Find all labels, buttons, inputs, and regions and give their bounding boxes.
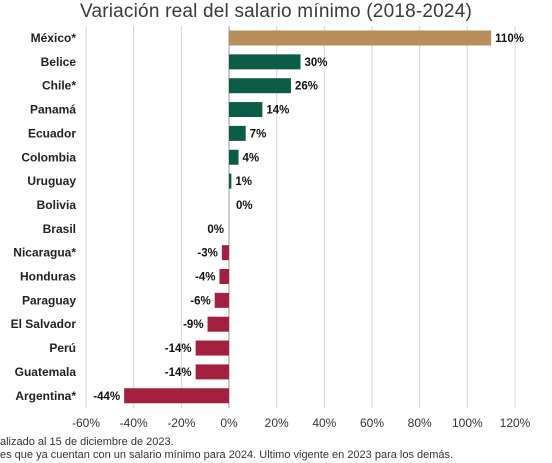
x-tick-label: -20% (167, 416, 195, 430)
bar (124, 388, 229, 404)
bar (229, 173, 232, 189)
category-label: Colombia (21, 150, 76, 164)
category-label: El Salvador (11, 317, 77, 331)
value-label: -9% (183, 319, 203, 331)
value-label: -44% (93, 391, 120, 403)
value-label: -14% (165, 343, 192, 355)
value-label: -14% (165, 367, 192, 379)
x-tick-label: -60% (72, 416, 100, 430)
x-axis: -60% -40% -20% 0% 20% 40% 60% 80% 100% 120% (72, 416, 531, 430)
category-label: Paraguay (22, 293, 76, 307)
value-label: -4% (195, 272, 215, 284)
chart-title: Variación real del salario mínimo (2018-… (79, 1, 472, 22)
bar (229, 78, 291, 94)
bar (229, 149, 239, 165)
bar (214, 292, 229, 308)
label-layer: México* 110% Belice 30% Chile* 26% Panamá 14% Ec… (11, 31, 524, 403)
x-tick-label: 0% (220, 416, 238, 430)
x-tick-label: 80% (408, 416, 432, 430)
category-label: Panamá (30, 103, 76, 117)
category-label: Nicaragua* (13, 246, 76, 260)
category-label: Chile* (42, 79, 76, 93)
value-label: 0% (207, 224, 224, 236)
bar-layer (124, 30, 492, 404)
x-tick-label: -40% (120, 416, 148, 430)
category-label: Brasil (43, 222, 76, 236)
x-tick-label: 100% (452, 416, 483, 430)
category-label: Perú (49, 341, 76, 355)
bar (221, 245, 229, 261)
footnote-date: alizado al 15 de diciembre de 2023. (0, 436, 174, 448)
x-tick-label: 20% (265, 416, 289, 430)
category-label: Argentina* (15, 389, 76, 403)
category-label: Uruguay (27, 174, 76, 188)
value-label: 4% (243, 152, 260, 164)
value-label: 14% (266, 105, 289, 117)
value-label: 30% (305, 57, 328, 69)
category-label: México* (31, 31, 77, 45)
category-label: Guatemala (15, 365, 77, 379)
value-label: 110% (495, 33, 524, 45)
category-label: Bolivia (37, 198, 77, 212)
x-tick-label: 40% (312, 416, 336, 430)
value-label: -3% (197, 248, 217, 260)
category-label: Ecuador (28, 126, 76, 140)
bar (229, 102, 263, 118)
x-tick-label: 60% (360, 416, 384, 430)
value-label: 1% (235, 176, 252, 188)
bar (229, 54, 301, 70)
bar (229, 125, 246, 141)
bar (219, 269, 229, 284)
x-tick-label: 120% (500, 416, 531, 430)
bar (207, 316, 229, 332)
category-label: Honduras (20, 270, 76, 284)
value-label: 0% (236, 200, 253, 212)
value-label: 7% (250, 128, 267, 140)
category-label: Belice (41, 55, 77, 69)
value-label: -6% (190, 295, 210, 307)
bar (229, 30, 492, 46)
footnote-note: es que ya cuentan con un salario mínimo … (0, 449, 454, 461)
bar (195, 364, 229, 380)
value-label: 26% (295, 81, 318, 93)
bar (195, 340, 229, 356)
